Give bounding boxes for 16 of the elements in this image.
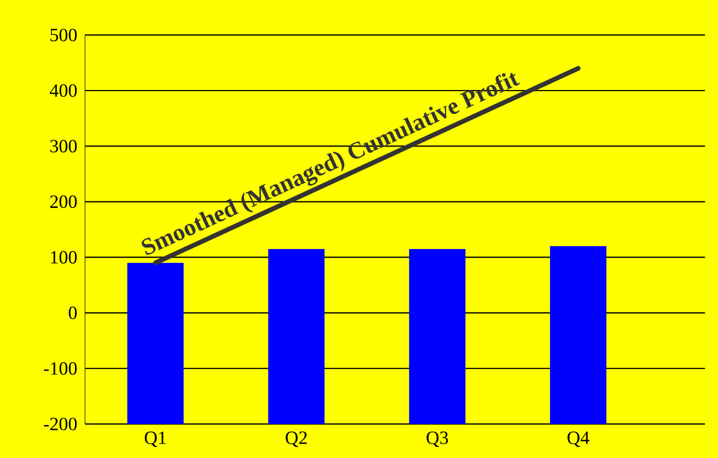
y-tick-label: 300 <box>50 140 77 152</box>
bar <box>268 248 325 424</box>
y-tick-label: 100 <box>51 250 77 264</box>
y-tick-label: 500 <box>50 28 77 42</box>
bar <box>550 246 606 424</box>
x-tick-label: Q1 <box>144 432 166 447</box>
y-tick-label: 0 <box>68 306 77 320</box>
x-tick-label: Q3 <box>426 432 448 447</box>
y-tick-label: -100 <box>44 362 77 375</box>
y-tick-label: 400 <box>50 84 77 97</box>
bar <box>127 262 184 424</box>
x-tick-label: Q4 <box>568 432 590 447</box>
y-tick-label: 200 <box>50 195 77 208</box>
bar <box>409 248 466 424</box>
x-tick-label: Q2 <box>286 432 307 447</box>
y-tick-label: -200 <box>44 418 77 430</box>
